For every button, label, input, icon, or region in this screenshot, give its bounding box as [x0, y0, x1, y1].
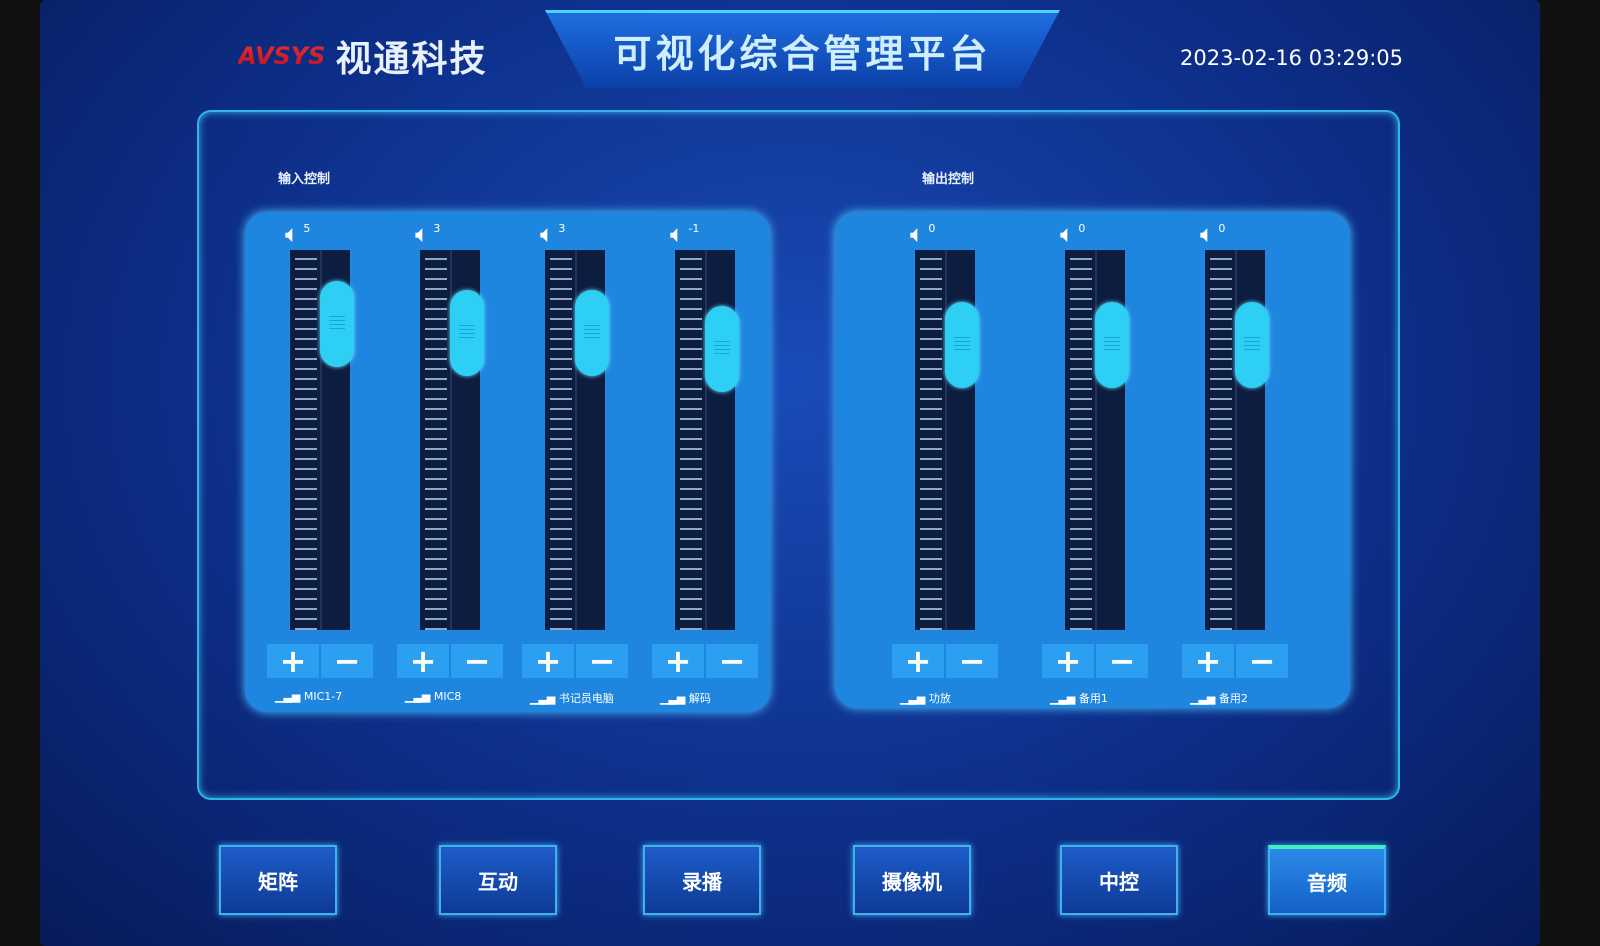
fader-track[interactable]: [915, 250, 979, 630]
fader-knob[interactable]: [705, 306, 739, 393]
channel-label: 备用2: [1218, 692, 1248, 705]
nav-button-2[interactable]: 录播: [643, 845, 761, 915]
volume-value: 5: [303, 222, 311, 235]
channel-label: 功放: [928, 692, 951, 705]
fader-output-1: 🔈︎ 0 + − ▁▃▅ 备用1: [1030, 212, 1160, 705]
fader-knob[interactable]: [1235, 302, 1269, 389]
volume-down-button[interactable]: −: [706, 642, 758, 680]
signal-icon: ▁▃▅: [405, 690, 434, 703]
datetime: 2023-02-16 03:29:05: [1180, 46, 1404, 70]
fader-scale: [915, 250, 947, 630]
channel-label: 解码: [688, 692, 711, 705]
input-control-title: 输入控制: [278, 172, 331, 187]
volume-down-button[interactable]: −: [1236, 642, 1288, 680]
speaker-icon: 🔈︎: [285, 220, 300, 248]
volume-readout[interactable]: 🔈︎ 3: [540, 222, 565, 246]
fader-knob[interactable]: [450, 289, 484, 376]
output-panel: 🔈︎ 0 + − ▁▃▅ 功放 🔈︎ 0 + − ▁▃▅ 备用1 🔈︎ 0 + − ▁▃▅ 备用…: [835, 212, 1350, 708]
nav-button-5[interactable]: 音频: [1268, 845, 1386, 915]
nav-button-0[interactable]: 矩阵: [219, 845, 337, 915]
signal-icon: ▁▃▅: [275, 690, 304, 703]
channel-label: MIC8: [433, 690, 462, 703]
volume-value: 0: [1078, 222, 1086, 235]
volume-down-button[interactable]: −: [1096, 642, 1148, 680]
fader-knob[interactable]: [945, 302, 979, 389]
signal-icon: ▁▃▅: [660, 692, 689, 705]
volume-down-button[interactable]: −: [321, 642, 373, 680]
speaker-icon: 🔈︎: [540, 220, 555, 248]
speaker-icon: 🔈︎: [670, 220, 685, 248]
volume-down-button[interactable]: −: [946, 642, 998, 680]
fader-input-3: 🔈︎ -1 + − ▁▃▅ 解码: [640, 212, 770, 705]
channel-label: 备用1: [1078, 692, 1108, 705]
volume-value: 0: [1218, 222, 1226, 235]
speaker-icon: 🔈︎: [1060, 220, 1075, 248]
fader-knob[interactable]: [320, 281, 354, 368]
fader-input-1: 🔈︎ 3 + − ▁▃▅ MIC8: [385, 212, 515, 703]
channel-label: 书记员电脑: [558, 692, 614, 705]
volume-value: -1: [688, 222, 700, 235]
fader-scale: [420, 250, 452, 630]
fader-track[interactable]: [1065, 250, 1129, 630]
fader-scale: [1065, 250, 1097, 630]
title-banner: 可视化综合管理平台: [545, 10, 1060, 88]
fader-scale: [545, 250, 577, 630]
logo: AVSYS 视通科技: [238, 30, 487, 82]
fader-scale: [675, 250, 707, 630]
output-control-title: 输出控制: [922, 172, 975, 187]
volume-readout[interactable]: 🔈︎ 0: [1200, 222, 1225, 246]
equalizer-icon: ▁▃▅: [1190, 692, 1219, 705]
main-frame: [197, 110, 1400, 800]
volume-readout[interactable]: 🔈︎ 0: [910, 222, 935, 246]
fader-input-2: 🔈︎ 3 + − ▁▃▅ 书记员电脑: [510, 212, 640, 705]
nav-button-3[interactable]: 摄像机: [853, 845, 971, 915]
equalizer-icon: ▁▃▅: [1050, 692, 1079, 705]
volume-up-button[interactable]: +: [892, 642, 944, 680]
volume-value: 3: [433, 222, 441, 235]
nav-button-1[interactable]: 互动: [439, 845, 557, 915]
volume-up-button[interactable]: +: [1182, 642, 1234, 680]
volume-up-button[interactable]: +: [522, 642, 574, 680]
volume-readout[interactable]: 🔈︎ 5: [285, 222, 310, 246]
page-title: 可视化综合管理平台: [613, 32, 992, 76]
volume-up-button[interactable]: +: [267, 642, 319, 680]
channel-label: MIC1-7: [303, 690, 343, 703]
volume-up-button[interactable]: +: [1042, 642, 1094, 680]
fader-track[interactable]: [420, 250, 484, 630]
speaker-icon: 🔈︎: [910, 220, 925, 248]
volume-readout[interactable]: 🔈︎ -1: [670, 222, 699, 246]
input-panel: 🔈︎ 5 + − ▁▃▅ MIC1-7 🔈︎ 3 + − ▁▃▅ MIC8 🔈︎ 3 + − ▁…: [245, 212, 770, 712]
speaker-icon: 🔈︎: [415, 220, 430, 248]
fader-track[interactable]: [545, 250, 609, 630]
fader-input-0: 🔈︎ 5 + − ▁▃▅ MIC1-7: [255, 212, 385, 703]
volume-up-button[interactable]: +: [652, 642, 704, 680]
equalizer-icon: ▁▃▅: [900, 692, 929, 705]
fader-track[interactable]: [675, 250, 739, 630]
speaker-icon: 🔈︎: [1200, 220, 1215, 248]
fader-track[interactable]: [1205, 250, 1269, 630]
volume-up-button[interactable]: +: [397, 642, 449, 680]
volume-down-button[interactable]: −: [576, 642, 628, 680]
fader-knob[interactable]: [575, 289, 609, 376]
logo-mark: AVSYS: [238, 42, 326, 70]
company-name: 视通科技: [335, 39, 488, 80]
fader-track[interactable]: [290, 250, 354, 630]
volume-down-button[interactable]: −: [451, 642, 503, 680]
fader-output-0: 🔈︎ 0 + − ▁▃▅ 功放: [880, 212, 1010, 705]
volume-readout[interactable]: 🔈︎ 3: [415, 222, 440, 246]
volume-readout[interactable]: 🔈︎ 0: [1060, 222, 1085, 246]
fader-scale: [1205, 250, 1237, 630]
fader-scale: [290, 250, 322, 630]
fader-knob[interactable]: [1095, 302, 1129, 389]
fader-output-2: 🔈︎ 0 + − ▁▃▅ 备用2: [1170, 212, 1300, 705]
volume-value: 3: [558, 222, 566, 235]
signal-icon: ▁▃▅: [530, 692, 559, 705]
volume-value: 0: [928, 222, 936, 235]
nav-button-4[interactable]: 中控: [1060, 845, 1178, 915]
